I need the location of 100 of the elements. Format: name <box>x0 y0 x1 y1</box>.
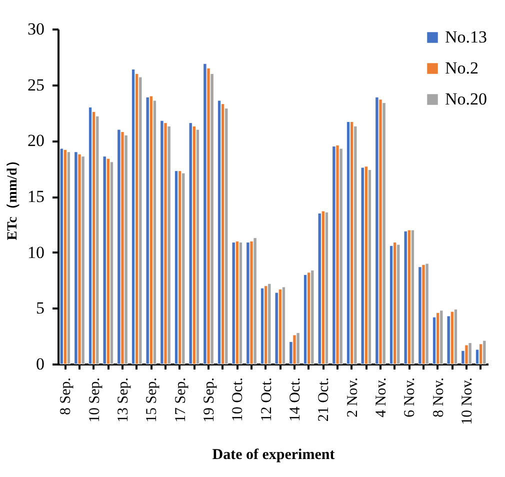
bar <box>396 244 400 364</box>
bar <box>260 288 264 364</box>
x-tick-label: 19 Sep. <box>202 378 218 422</box>
bar <box>360 167 364 364</box>
bar <box>182 172 186 364</box>
bar <box>246 242 250 364</box>
y-tick-label: 0 <box>36 354 44 374</box>
bar <box>354 126 358 364</box>
bar <box>346 121 350 364</box>
legend-label: No.13 <box>445 28 488 46</box>
bar <box>436 312 440 364</box>
bar <box>440 310 444 364</box>
bar <box>134 73 139 364</box>
bar <box>149 96 154 364</box>
bar <box>321 210 326 364</box>
bar <box>160 120 164 364</box>
bar <box>375 96 379 364</box>
x-tick-label: 21 Oct. <box>316 378 332 422</box>
bar <box>303 274 308 364</box>
bar <box>253 238 257 364</box>
bar <box>131 68 136 364</box>
bar <box>120 131 124 364</box>
y-tick-label: 15 <box>28 187 44 206</box>
x-tick-label: 8 Nov. <box>430 378 447 418</box>
bar <box>217 100 222 364</box>
legend-label: No.2 <box>445 58 479 78</box>
y-tick-label: 5 <box>36 298 44 318</box>
bar <box>188 122 192 364</box>
x-tick-label: 14 Oct. <box>288 378 304 422</box>
bar <box>63 149 68 364</box>
x-tick-label: 10 Sep. <box>86 378 103 422</box>
y-tick-label: 25 <box>28 75 44 94</box>
bar <box>146 96 150 364</box>
x-tick-label: 6 Nov. <box>402 378 418 418</box>
bar <box>318 213 322 364</box>
y-tick-label: 20 <box>28 131 44 150</box>
bar <box>88 106 92 364</box>
bar <box>106 158 110 364</box>
x-tick-label: 10 Oct. <box>230 378 246 422</box>
bar <box>292 334 296 364</box>
bar <box>164 122 168 364</box>
y-tick-label: 30 <box>28 20 44 38</box>
bar <box>450 311 454 364</box>
x-tick-label: 12 Oct. <box>258 378 275 422</box>
bar <box>232 242 236 364</box>
bar <box>422 264 426 364</box>
bar <box>60 148 64 364</box>
bar <box>310 270 314 364</box>
bar <box>264 286 268 364</box>
bar <box>432 316 436 364</box>
bar <box>464 344 468 364</box>
bar <box>124 134 128 364</box>
bar <box>78 154 82 364</box>
bar <box>296 332 300 364</box>
bar <box>425 263 429 364</box>
bar <box>203 63 207 364</box>
bar <box>382 102 386 364</box>
bar <box>378 99 382 364</box>
bar <box>178 170 182 364</box>
bar <box>238 242 243 364</box>
bar <box>117 129 121 364</box>
bar <box>392 242 397 364</box>
bar <box>192 126 196 364</box>
bar <box>364 166 368 364</box>
x-axis-title: Date of experiment <box>212 446 335 463</box>
x-tick-label: 8 Sep. <box>58 378 74 415</box>
bar <box>81 156 85 364</box>
bar <box>167 126 171 364</box>
y-tick-label: 10 <box>28 242 44 262</box>
x-tick-label: 2 Nov. <box>344 378 361 418</box>
bar <box>404 230 408 364</box>
bar <box>250 240 254 364</box>
bar <box>110 162 114 364</box>
bar <box>306 272 311 364</box>
bar <box>482 340 486 364</box>
bar <box>410 230 415 364</box>
x-tick-label: 4 Nov. <box>374 378 390 418</box>
bar <box>418 266 422 364</box>
y-axis-title: ETc（mm/d） <box>6 154 20 240</box>
x-tick-label: 10 Nov. <box>460 378 476 425</box>
bar <box>274 292 278 364</box>
bar <box>336 144 340 364</box>
bar <box>138 76 142 364</box>
bar <box>235 240 240 364</box>
bar <box>368 169 372 364</box>
bar <box>102 156 106 364</box>
bar <box>282 286 286 364</box>
bar <box>332 146 336 364</box>
bar <box>220 104 225 364</box>
bar <box>407 230 412 364</box>
bar <box>174 170 178 364</box>
bar <box>268 283 272 364</box>
bar <box>66 152 71 364</box>
x-tick-label: 15 Sep. <box>144 378 160 422</box>
bar <box>278 288 282 364</box>
bar <box>96 116 100 364</box>
bar <box>196 129 200 364</box>
bar <box>74 152 78 364</box>
bar <box>324 212 329 364</box>
bar <box>206 68 210 364</box>
